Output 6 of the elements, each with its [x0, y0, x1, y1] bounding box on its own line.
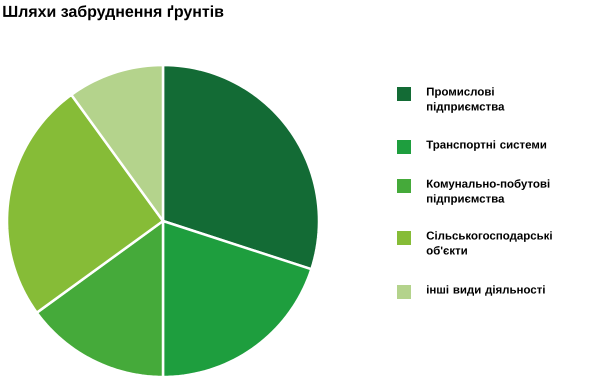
legend-label: Транспортні системи	[426, 140, 546, 151]
legend-label: Сільськогосподарські об'єкти	[426, 231, 552, 255]
chart-title: Шляхи забруднення ґрунтів	[3, 5, 224, 20]
legend-label: Комунально-побутові підприємства	[426, 179, 550, 205]
legend-label: Промислові підприємства	[426, 87, 505, 113]
legend-label: інші види діяльності	[427, 285, 545, 296]
